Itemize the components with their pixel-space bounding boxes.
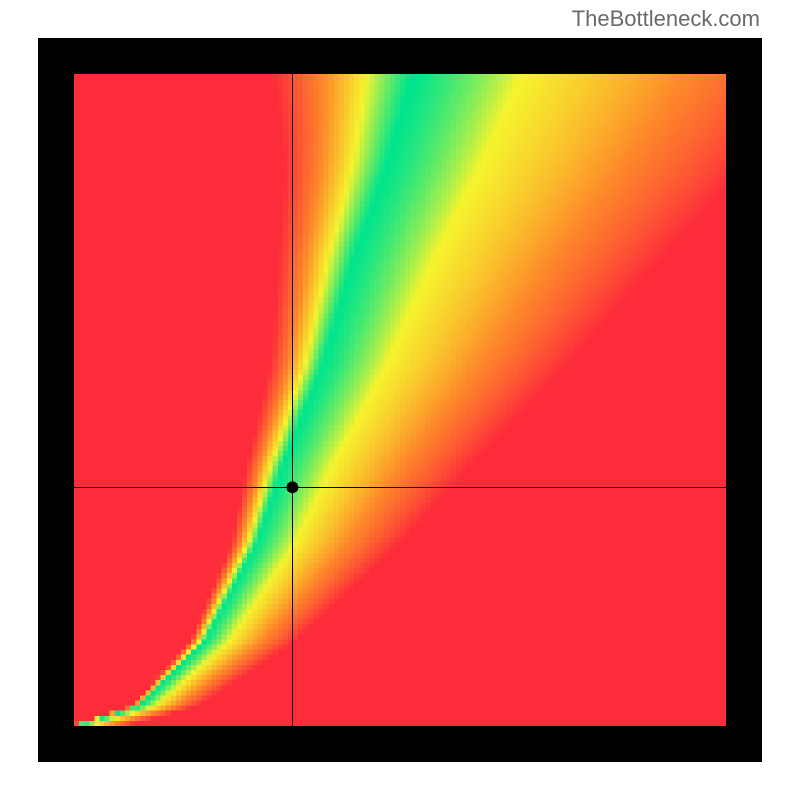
heatmap-plot bbox=[74, 74, 726, 726]
watermark-text: TheBottleneck.com bbox=[572, 6, 760, 32]
overlay-canvas bbox=[74, 74, 726, 726]
container: TheBottleneck.com bbox=[0, 0, 800, 800]
